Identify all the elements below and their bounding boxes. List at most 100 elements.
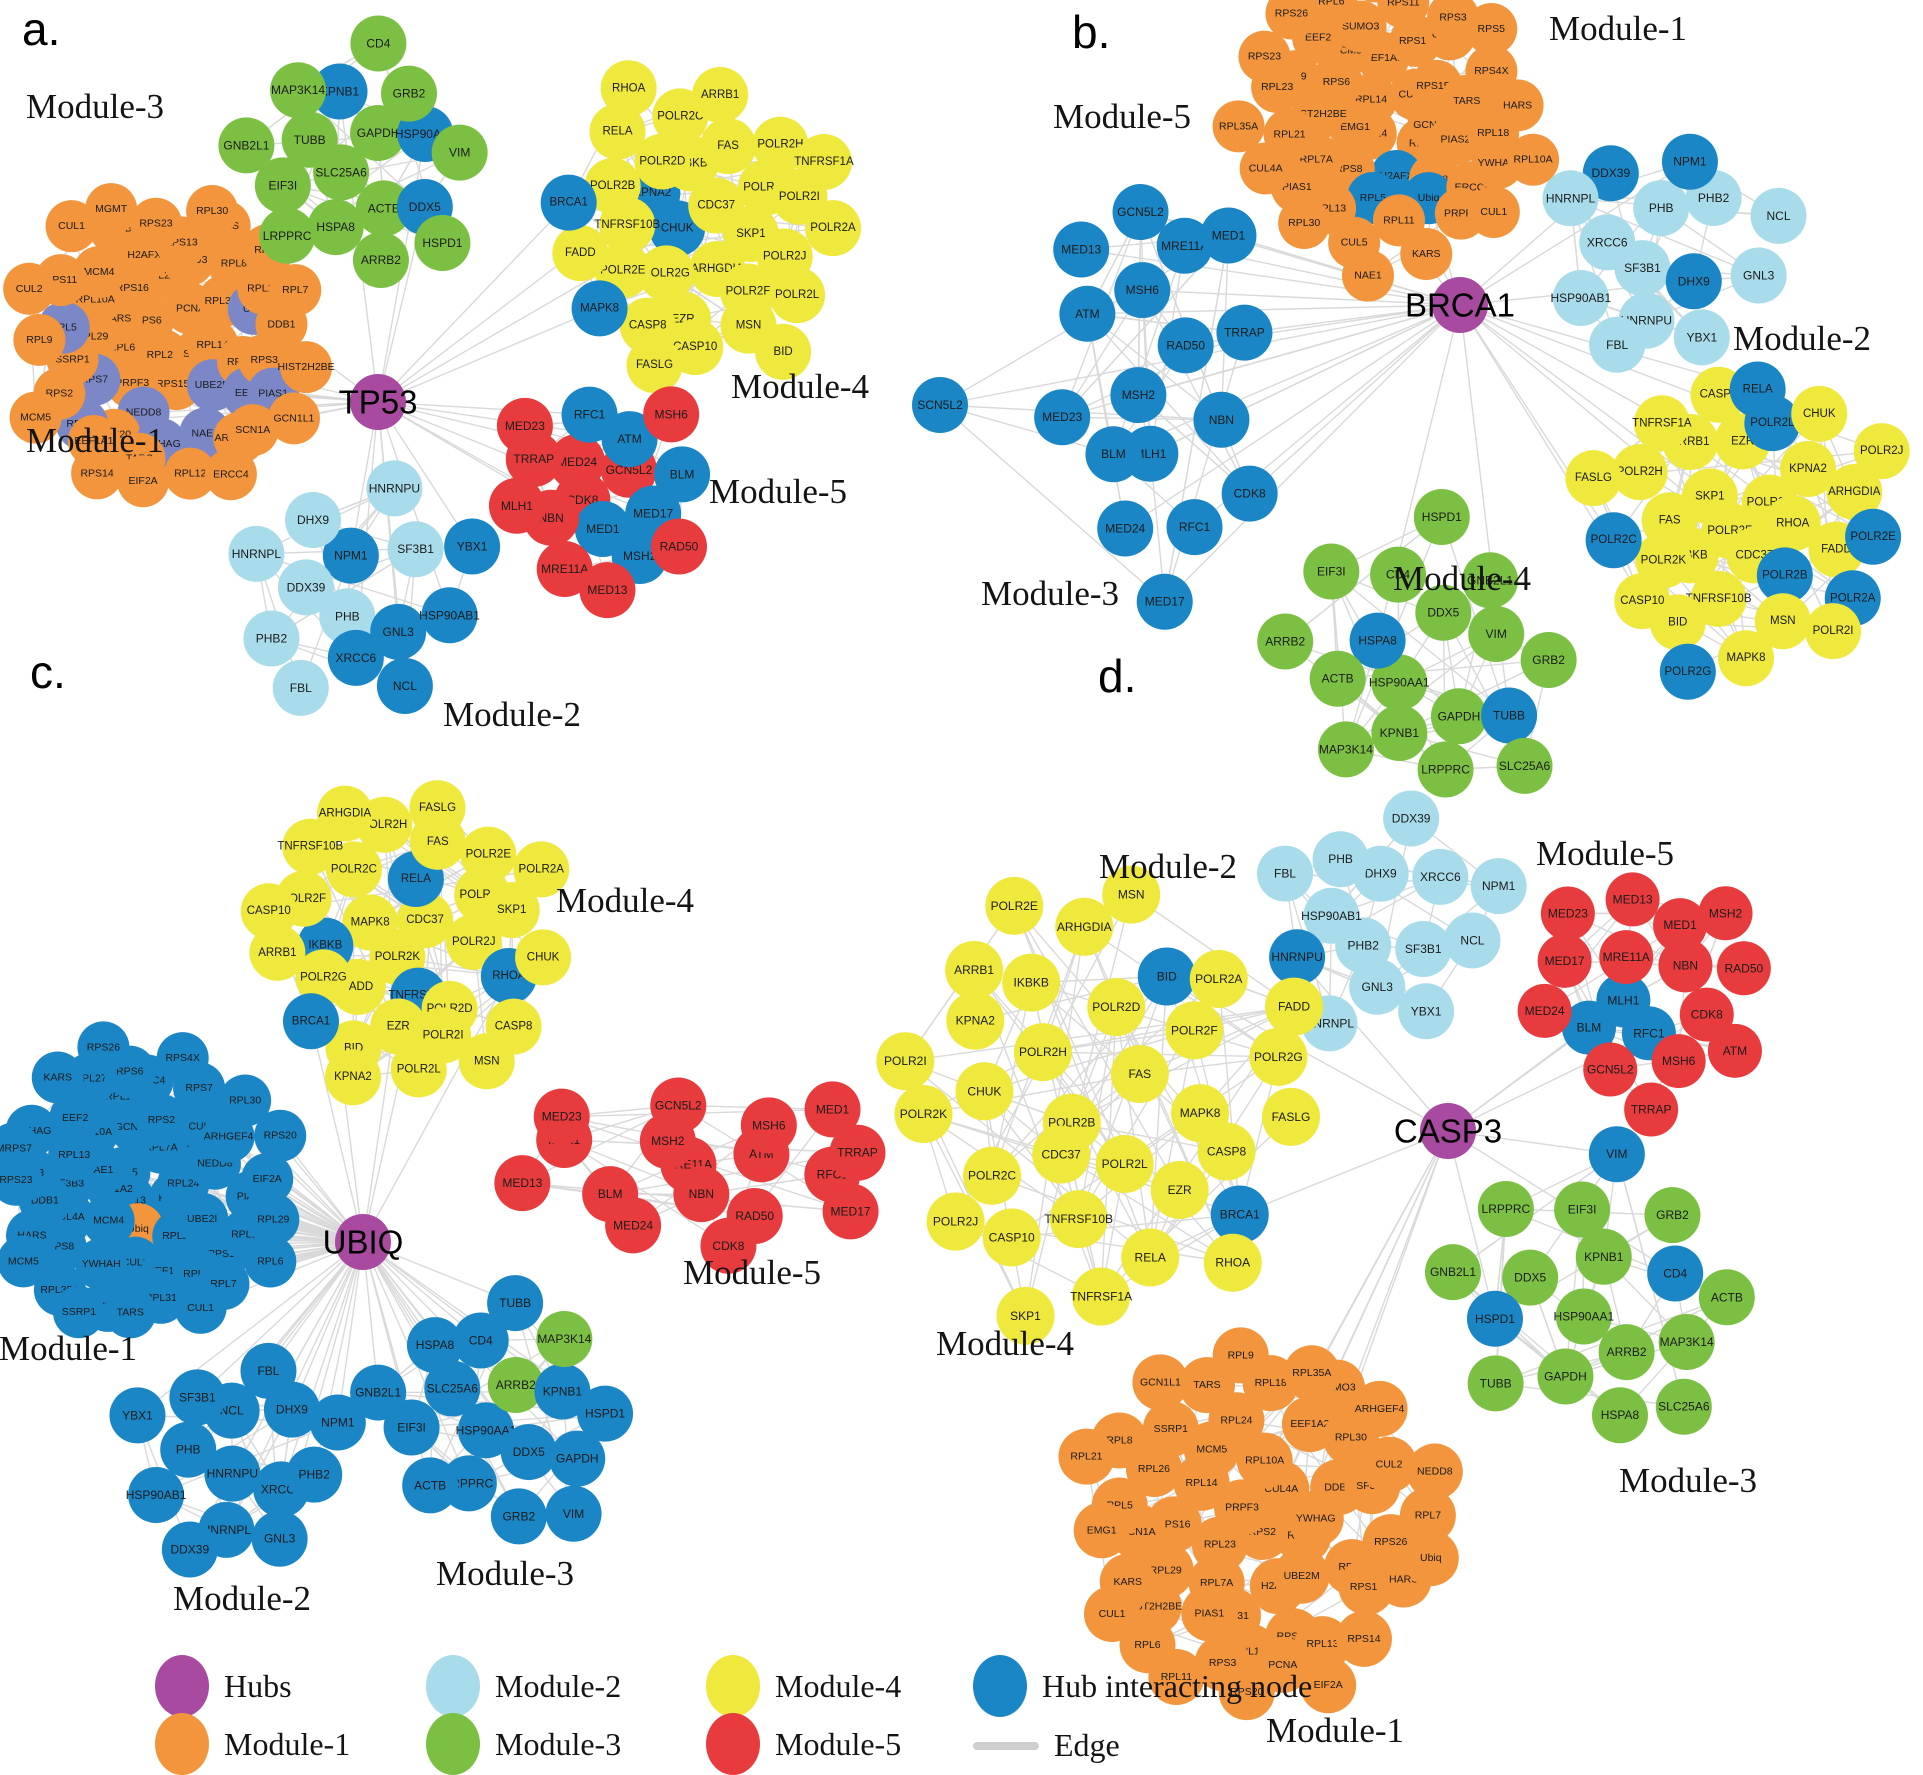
node-RFC1[interactable] (561, 386, 618, 443)
node-CUL2[interactable] (3, 262, 56, 315)
node-YBX1[interactable] (444, 518, 501, 575)
node-MED17[interactable] (822, 1183, 879, 1240)
node-MCM5[interactable] (9, 391, 62, 444)
node-LRPPRC[interactable] (1477, 1180, 1534, 1237)
node-MED23[interactable] (1540, 886, 1595, 941)
node-FBL[interactable] (272, 659, 329, 716)
node-RPL30[interactable] (1278, 196, 1331, 249)
node-NBN[interactable] (673, 1166, 730, 1223)
node-MCM4[interactable] (82, 1194, 135, 1247)
node-TARS[interactable] (104, 1286, 157, 1339)
node-CDK8[interactable] (1221, 465, 1278, 522)
node-GNB2L1[interactable] (1424, 1244, 1481, 1301)
node-GNL3[interactable] (370, 603, 427, 660)
node-HNRNPL[interactable] (1542, 170, 1599, 227)
node-RPL30[interactable] (186, 185, 239, 238)
node-RPL7[interactable] (1399, 1487, 1456, 1544)
node-SKP1[interactable] (1681, 468, 1738, 525)
node-FADD[interactable] (552, 225, 609, 282)
node-KPNA2[interactable] (946, 991, 1005, 1050)
node-FASLG[interactable] (409, 780, 466, 837)
node-YBX1[interactable] (1398, 983, 1455, 1040)
hub-node-TP53[interactable] (350, 374, 406, 430)
node-RAD50[interactable] (1157, 317, 1214, 374)
node-HSPA8[interactable] (1349, 612, 1406, 669)
node-MSH6[interactable] (643, 386, 700, 443)
node-GNL3[interactable] (1349, 958, 1406, 1015)
node-POLR2H[interactable] (1013, 1023, 1072, 1082)
node-MLH1[interactable] (488, 477, 545, 534)
node-SLC25A6[interactable] (424, 1360, 481, 1417)
node-MED17[interactable] (1136, 573, 1193, 630)
node-EIF3I[interactable] (383, 1399, 440, 1456)
node-GAPDH[interactable] (1430, 688, 1487, 745)
node-ARHGDIA[interactable] (316, 785, 373, 842)
node-GNB2L1[interactable] (350, 1364, 407, 1421)
node-RFC1[interactable] (1166, 499, 1223, 556)
node-NBN[interactable] (1193, 391, 1250, 448)
node-VIM[interactable] (545, 1485, 602, 1542)
node-TUBB[interactable] (1481, 687, 1538, 744)
node-MED17[interactable] (1537, 933, 1592, 988)
node-NCL[interactable] (376, 657, 433, 714)
node-CD4[interactable] (1370, 546, 1427, 603)
node-SSRP1[interactable] (1142, 1400, 1199, 1457)
node-MED23[interactable] (496, 397, 553, 454)
node-MAPK8[interactable] (342, 894, 399, 951)
node-KPNA2[interactable] (324, 1049, 381, 1106)
node-GAPDH[interactable] (350, 104, 407, 161)
node-RPS14[interactable] (1335, 1610, 1392, 1667)
node-ACTB[interactable] (1309, 650, 1366, 707)
node-GNL3[interactable] (251, 1510, 308, 1567)
node-MSH2[interactable] (1698, 886, 1753, 941)
node-ERCC4[interactable] (204, 448, 257, 501)
node-GCN1L1[interactable] (267, 392, 320, 445)
node-HIST2H2BE[interactable] (280, 341, 333, 394)
hub-node-CASP3[interactable] (1420, 1103, 1476, 1159)
node-HSPA8[interactable] (1591, 1387, 1648, 1444)
node-HSPA8[interactable] (307, 199, 364, 256)
node-CUL1[interactable] (1467, 185, 1520, 238)
node-GAPDH[interactable] (549, 1430, 606, 1487)
node-VIM[interactable] (1588, 1126, 1645, 1183)
node-MED13[interactable] (494, 1155, 551, 1212)
node-POLR2J[interactable] (1853, 423, 1910, 480)
node-GNB2L1[interactable] (218, 117, 275, 174)
node-SF3B1[interactable] (387, 521, 444, 578)
node-PHB[interactable] (1312, 831, 1369, 888)
node-POLR2A[interactable] (804, 200, 861, 257)
node-KARS[interactable] (1400, 228, 1453, 281)
node-GNB2L1[interactable] (1462, 552, 1519, 609)
node-CASP8[interactable] (1197, 1122, 1256, 1181)
node-BID[interactable] (1137, 947, 1196, 1006)
node-TNFRSF10B[interactable] (282, 818, 339, 875)
node-YWHAH[interactable] (75, 1238, 128, 1291)
node-ARRB1[interactable] (249, 924, 306, 981)
node-FASLG[interactable] (1261, 1087, 1320, 1146)
node-POLR2F[interactable] (1165, 1001, 1224, 1060)
node-MED1[interactable] (1653, 898, 1708, 953)
node-EZR[interactable] (370, 998, 427, 1055)
node-MED1[interactable] (804, 1081, 861, 1138)
node-RELA[interactable] (1729, 361, 1786, 418)
node-NPM1[interactable] (1661, 133, 1718, 190)
node-POLR2G[interactable] (1659, 643, 1716, 700)
node-SLC25A6[interactable] (1655, 1378, 1712, 1435)
node-DDX5[interactable] (1502, 1249, 1559, 1306)
node-VIM[interactable] (431, 124, 488, 181)
node-MSH6[interactable] (1114, 262, 1171, 319)
node-SSRP1[interactable] (52, 1286, 105, 1339)
node-ARHGDIA[interactable] (1055, 897, 1114, 956)
node-GCN1L1[interactable] (1132, 1354, 1189, 1411)
node-POLR2G[interactable] (638, 245, 695, 302)
node-YBX1[interactable] (1673, 309, 1730, 366)
node-BRCA1[interactable] (540, 174, 597, 231)
node-NEDD8[interactable] (1406, 1443, 1463, 1500)
node-DDX39[interactable] (1582, 145, 1639, 202)
node-MED23[interactable] (533, 1088, 590, 1145)
node-POLR2C[interactable] (963, 1146, 1022, 1205)
node-IKBKB[interactable] (1002, 953, 1061, 1012)
node-MED13[interactable] (579, 562, 636, 619)
node-HSP90AB1[interactable] (1552, 269, 1609, 326)
node-POLR2L[interactable] (1095, 1134, 1154, 1193)
